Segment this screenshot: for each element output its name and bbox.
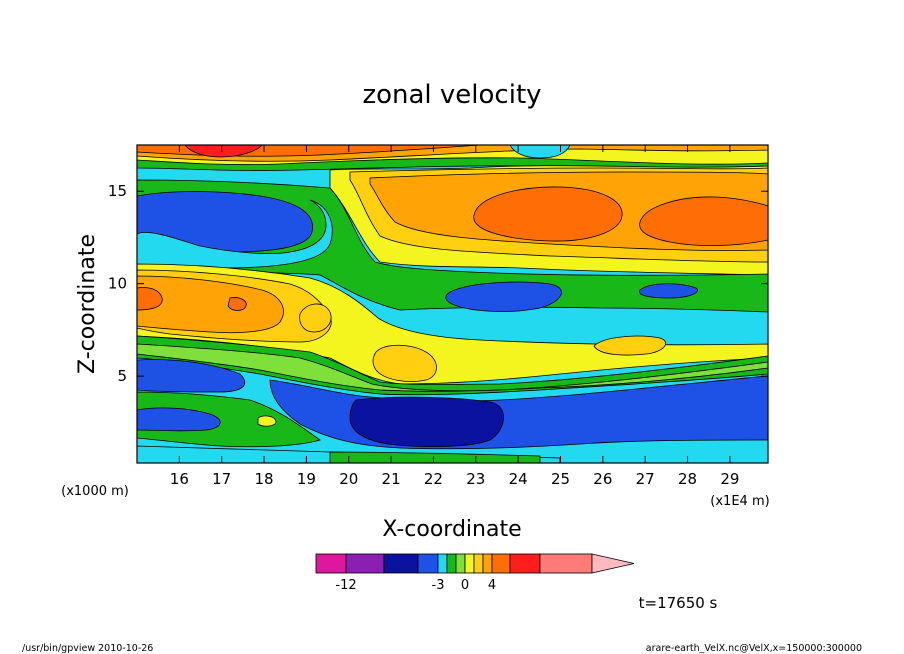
- blob-left-small-orange: [227, 297, 247, 311]
- blob-bottom-left-blue: [137, 407, 221, 432]
- colorbar-segment: [473, 553, 484, 574]
- y-tick-label: 15: [108, 182, 127, 200]
- y-axis-ticks: 5 10 15: [108, 182, 768, 385]
- band-floor-green: [329, 451, 541, 463]
- x-tick-label: 26: [593, 470, 612, 488]
- time-label: t=17650 s: [639, 594, 718, 612]
- colorbar-segment: [455, 553, 466, 574]
- x-tick-label: 29: [720, 470, 739, 488]
- blob-left-orange: [137, 275, 284, 334]
- colorbar-segment: [539, 553, 593, 574]
- x-tick-label: 28: [678, 470, 697, 488]
- x-tick-label: 20: [339, 470, 358, 488]
- colorbar-segment: [383, 553, 419, 574]
- y-axis-label: Z-coordinate: [75, 234, 100, 374]
- y-tick-label: 5: [117, 367, 127, 385]
- x-tick-label: 16: [170, 470, 189, 488]
- x-tick-label: 18: [255, 470, 274, 488]
- colorbar-arrow: [591, 553, 635, 574]
- blob-top-cyan: [509, 145, 571, 159]
- band-top-red: [184, 145, 263, 158]
- blob-right-blue-mid: [445, 281, 562, 312]
- footer-right: arare-earth_VelX.nc@VelX,x=150000:300000: [646, 643, 862, 654]
- x-tick-label: 25: [551, 470, 570, 488]
- colorbar-segment: [509, 553, 541, 574]
- colorbar-labels: -12 -3 0 4: [335, 578, 496, 593]
- x-tick-label: 17: [212, 470, 231, 488]
- footer-left: /usr/bin/gpview 2010-10-26: [22, 643, 153, 654]
- chart-title: zonal velocity: [362, 80, 541, 110]
- blob-left-dark-orange: [137, 287, 163, 311]
- colorbar-segment: [446, 553, 457, 574]
- colorbar-segment: [464, 553, 475, 574]
- colorbar: [315, 553, 635, 574]
- blob-mid-light-orange: [372, 344, 437, 382]
- colorbar-segment: [315, 553, 347, 574]
- colorbar-segment: [437, 553, 448, 574]
- x-tick-label: 23: [466, 470, 485, 488]
- colorbar-tick-label: 4: [488, 578, 496, 593]
- blob-upper-dark-orange-1: [473, 186, 623, 242]
- y-tick-label: 10: [108, 275, 127, 293]
- blob-right-light-orange: [593, 335, 666, 356]
- colorbar-tick-label: -3: [432, 578, 445, 593]
- blob-middle-orange: [299, 303, 332, 333]
- x-axis-label: X-coordinate: [382, 517, 521, 542]
- colorbar-segment: [345, 553, 385, 574]
- colorbar-segment: [482, 553, 493, 574]
- blob-lower-blue: [137, 359, 246, 393]
- colorbar-segment: [417, 553, 439, 574]
- x-axis-ticks: 16 17 18 19 20 21 22 23 24 25 26 27 28 29: [170, 145, 739, 488]
- blob-bottom-yellow: [257, 415, 277, 427]
- blob-upper-dark-orange-2: [639, 196, 768, 247]
- band-bottom-green: [137, 391, 321, 448]
- x-tick-label: 27: [636, 470, 655, 488]
- x-tick-label: 22: [424, 470, 443, 488]
- plot-frame: [136, 144, 769, 464]
- colorbar-tick-label: 0: [461, 578, 469, 593]
- x-tick-label: 21: [382, 470, 401, 488]
- plot-area: [137, 145, 768, 463]
- colorbar-segment: [491, 553, 511, 574]
- x-axis-unit: (x1E4 m): [710, 494, 769, 509]
- blob-right-blue-small: [639, 283, 698, 299]
- x-tick-label: 19: [297, 470, 316, 488]
- x-tick-label: 24: [509, 470, 528, 488]
- blob-bottom-dark-blue: [349, 396, 504, 447]
- y-axis-unit: (x1000 m): [61, 484, 129, 499]
- colorbar-tick-label: -12: [335, 578, 356, 593]
